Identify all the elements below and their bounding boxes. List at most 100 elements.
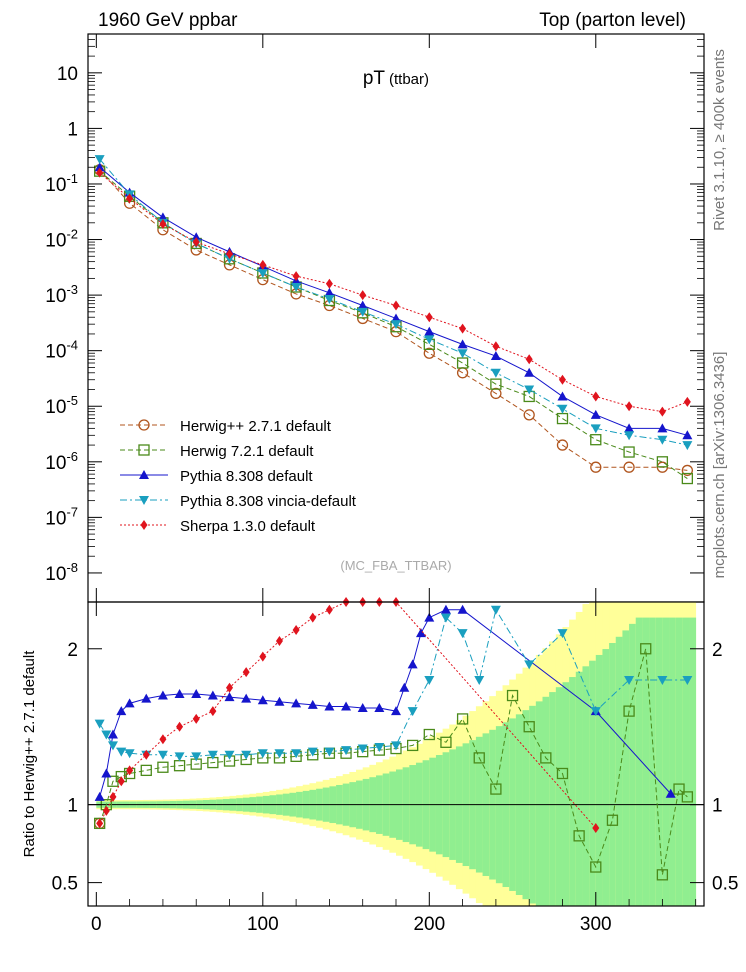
ratio-point-1-7 [174, 688, 185, 698]
ratio-point-0-33 [606, 814, 619, 826]
ratio-inner-band-358 [689, 617, 697, 906]
top-point-3-14 [557, 404, 568, 414]
top-point-2-17 [657, 423, 668, 433]
ratio-inner-band-266 [535, 701, 543, 906]
top-point-3-13 [524, 385, 535, 395]
top-point-3-10 [424, 335, 435, 345]
ratio-point-2-29 [590, 707, 601, 717]
ratio-point-0-38 [681, 791, 694, 803]
top-series-layer [94, 155, 694, 485]
ratio-point-0-6 [157, 761, 169, 773]
ratio-point-3-5 [142, 749, 150, 760]
ratio-series-layer [94, 597, 694, 881]
top-series-line-2 [99, 166, 688, 436]
ratio-point-2-15 [307, 747, 318, 757]
ratio-inner-band-326 [635, 617, 643, 906]
top-point-3-11 [457, 349, 468, 359]
ratio-point-1-25 [440, 604, 451, 614]
top-point-2-3 [191, 232, 202, 242]
top-point-3-9 [391, 320, 401, 330]
top-point-2-8 [357, 300, 368, 310]
ratio-point-2-23 [440, 613, 451, 623]
ratio-point-1-17 [341, 701, 352, 711]
top-point-4-8 [359, 290, 367, 301]
top-point-4-18 [683, 396, 691, 407]
top-point-0-13 [523, 409, 535, 421]
top-y-tick-exponent-5: -4 [66, 338, 78, 353]
top-point-4-6 [292, 271, 300, 282]
top-point-0-14 [556, 439, 569, 451]
ratio-point-1-1 [101, 768, 112, 778]
ratio-point-2-22 [424, 675, 435, 685]
watermark-label: (MC_FBA_TTBAR) [340, 558, 451, 573]
top-point-3-0 [94, 155, 105, 165]
header-process-label: Top (parton level) [539, 10, 686, 31]
top-point-3-17 [657, 435, 668, 445]
top-point-4-17 [658, 406, 666, 417]
side-rivet-label: Rivet 3.1.10, ≥ 400k events [711, 49, 728, 231]
top-point-2-10 [424, 326, 435, 336]
ratio-point-0-27 [506, 689, 519, 702]
top-point-0-10 [423, 347, 435, 359]
ratio-inner-band-334 [649, 617, 657, 906]
ratio-point-2-17 [341, 746, 352, 756]
top-point-3-16 [624, 431, 635, 441]
ratio-point-2-13 [274, 749, 285, 759]
ratio-point-1-16 [324, 701, 335, 711]
ratio-point-1-26 [457, 604, 468, 614]
ratio-point-0-29 [540, 752, 552, 764]
ratio-inner-band-306 [602, 649, 610, 906]
ratio-point-1-8 [191, 688, 202, 698]
top-point-1-17 [656, 456, 669, 468]
top-point-4-10 [425, 312, 433, 323]
top-y-axis: 10 1 10-1 10-2 10-3 10-4 10-5 10-6 10-7 10-8 [45, 33, 704, 602]
top-point-4-3 [192, 237, 200, 248]
top-point-4-15 [592, 391, 600, 402]
ratio-y-tick-label-right-2: 2 [712, 640, 723, 661]
top-y-tick-label-0: 10 [57, 64, 78, 85]
top-point-4-1 [126, 193, 134, 204]
ratio-point-1-11 [241, 693, 252, 703]
top-y-tick-exponent-2: -1 [66, 171, 78, 186]
ratio-x-tick-label-1: 100 [247, 914, 279, 935]
ratio-uncertainty-bands [88, 602, 704, 906]
top-point-2-7 [324, 287, 335, 297]
ratio-inner-band-342 [662, 617, 670, 906]
ratio-point-2-3 [116, 747, 127, 757]
ratio-point-1-9 [207, 690, 218, 700]
ratio-point-2-1 [101, 730, 112, 740]
top-point-4-2 [159, 219, 167, 230]
top-point-2-11 [457, 339, 468, 349]
top-point-1-12 [490, 378, 502, 390]
ratio-point-0-26 [490, 783, 502, 795]
ratio-point-3-16 [325, 604, 333, 615]
top-point-2-12 [490, 351, 501, 361]
ratio-point-1-14 [291, 698, 302, 708]
top-point-2-15 [590, 409, 601, 419]
legend: Herwig++ 2.7.1 default Herwig 7.2.1 defau… [120, 418, 357, 535]
top-y-tick-exponent-8: -7 [66, 504, 78, 519]
ratio-point-0-35 [640, 643, 652, 655]
ratio-point-2-30 [624, 675, 635, 685]
ratio-point-2-11 [241, 750, 252, 760]
ratio-point-1-2 [107, 729, 118, 739]
legend-label-2: Pythia 8.308 default [180, 468, 313, 485]
ratio-point-2-19 [374, 742, 385, 752]
ratio-point-1-24 [424, 612, 435, 622]
top-point-4-9 [392, 300, 400, 311]
ratio-point-0-32 [590, 861, 602, 873]
ratio-inner-band-286 [569, 677, 577, 906]
legend-label-1: Herwig 7.2.1 default [180, 443, 314, 460]
ratio-series-line-3 [99, 601, 597, 829]
top-y-tick-label-8: 10-7 [45, 504, 78, 529]
ratio-point-0-22 [423, 728, 435, 741]
legend-marker-4 [140, 520, 148, 530]
top-y-tick-label-4: 10-3 [45, 282, 78, 307]
ratio-inner-band-298 [589, 660, 597, 906]
ratio-point-3-1 [102, 805, 110, 816]
top-y-tick-label-3: 10-2 [45, 227, 78, 252]
top-point-2-16 [624, 423, 635, 433]
ratio-point-2-9 [207, 750, 218, 760]
ratio-point-2-32 [682, 675, 693, 685]
ratio-point-2-24 [457, 629, 468, 639]
